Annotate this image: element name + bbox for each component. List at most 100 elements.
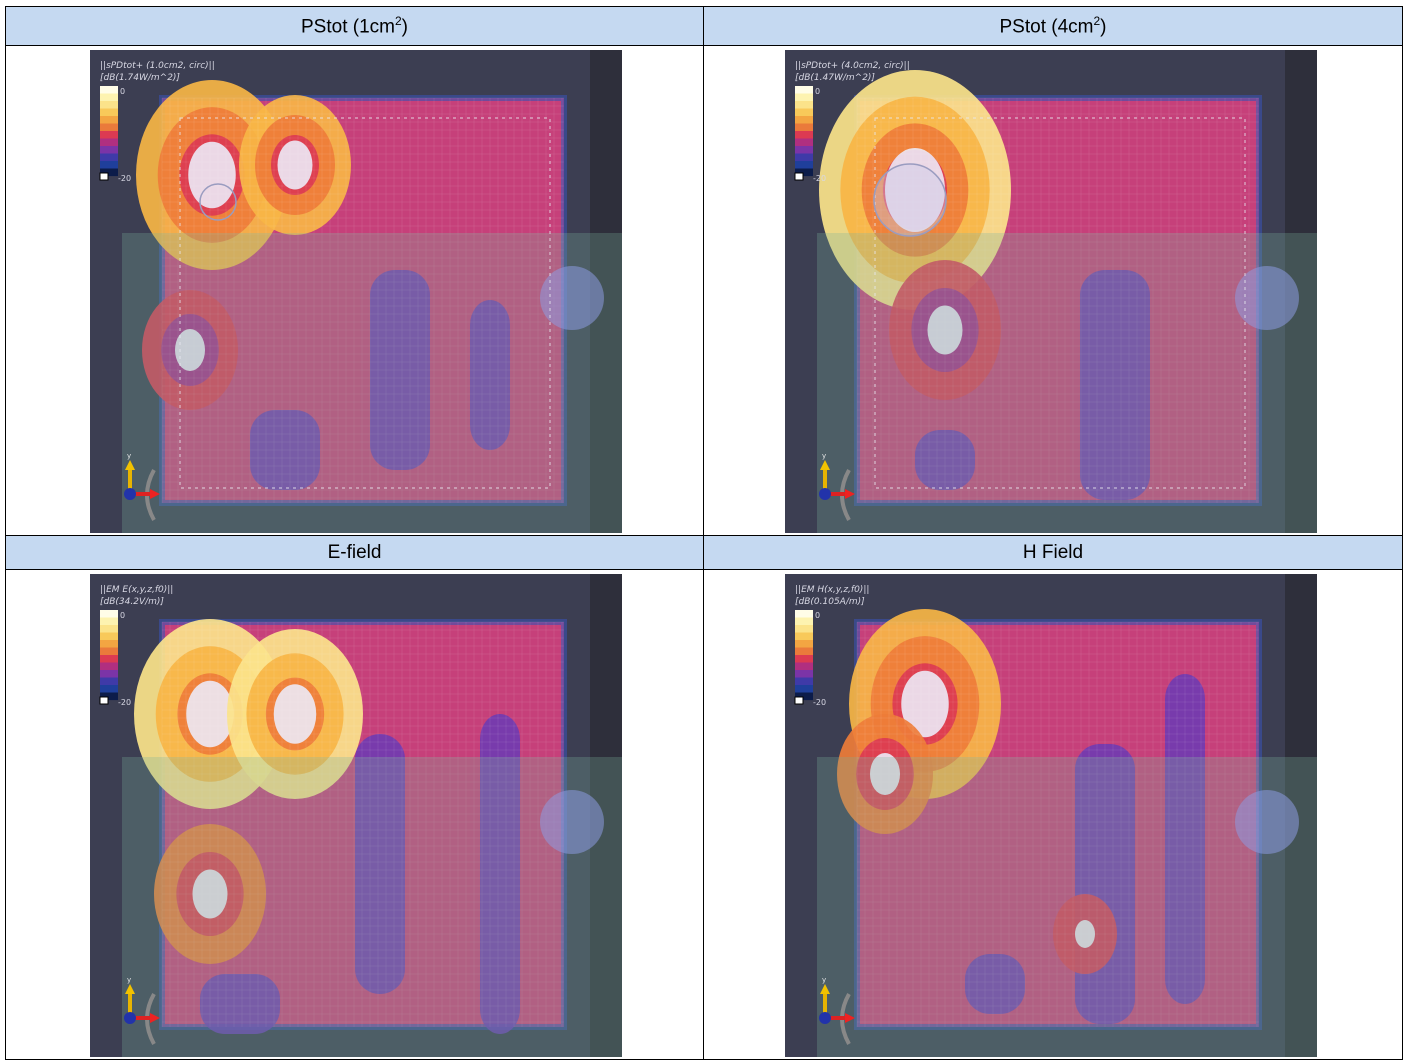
color-scale-step bbox=[795, 625, 813, 633]
color-scale-step bbox=[100, 93, 118, 102]
color-scale-step bbox=[100, 640, 118, 648]
header-text: E-field bbox=[327, 541, 382, 563]
color-scale-step bbox=[100, 610, 118, 618]
header-text: PStot (1cm bbox=[301, 16, 395, 38]
color-scale-step bbox=[100, 625, 118, 633]
color-scale bbox=[794, 610, 813, 705]
header-superscript: 2 bbox=[1093, 13, 1101, 28]
color-scale-step bbox=[100, 692, 118, 701]
hotspot-peak bbox=[885, 148, 945, 232]
plot-pstot-1cm2: ||sPDtot+ (1.0cm2, circ)|| [dB(1.74W/m^2)… bbox=[90, 50, 622, 533]
color-scale-step bbox=[100, 655, 118, 663]
color-scale-step bbox=[100, 86, 118, 94]
color-scale-step bbox=[795, 677, 813, 686]
svg-text:y: y bbox=[127, 976, 131, 984]
cell-e-field: ||EM E(x,y,z,f0)|| [dB(34.2V/m)] 0 -20 y bbox=[5, 569, 704, 1060]
color-scale-step bbox=[100, 647, 118, 656]
axis-triad-icon: y bbox=[124, 976, 160, 1045]
hotspot-peak bbox=[192, 869, 228, 919]
cell-pstot-1cm2: ||sPDtot+ (1.0cm2, circ)|| [dB(1.74W/m^2)… bbox=[5, 45, 704, 536]
quantity-label: ||EM E(x,y,z,f0)|| bbox=[100, 585, 173, 595]
color-scale-step bbox=[795, 116, 813, 124]
color-scale-step bbox=[100, 153, 118, 162]
field-map-svg: ||EM E(x,y,z,f0)|| [dB(34.2V/m)] 0 -20 y bbox=[99, 574, 622, 1057]
device-overlay bbox=[122, 233, 622, 533]
header-text: PStot (4cm bbox=[999, 16, 1094, 38]
hotspot-peak bbox=[901, 670, 949, 738]
color-scale-step bbox=[795, 662, 813, 671]
averaging-boundary bbox=[179, 117, 551, 489]
color-scale-step bbox=[795, 692, 813, 701]
field-map-svg: ||EM H(x,y,z,f0)|| [dB(0.105A/m)] 0 -20 y bbox=[794, 574, 1317, 1057]
color-scale-step bbox=[100, 146, 118, 154]
device-overlay bbox=[817, 233, 1317, 533]
header-superscript: 2 bbox=[394, 13, 402, 28]
color-scale-step bbox=[795, 161, 813, 169]
quantity-label: ||EM H(x,y,z,f0)|| bbox=[795, 585, 869, 595]
averaging-boundary bbox=[874, 117, 1246, 489]
hotspot-peak bbox=[273, 684, 317, 744]
axis-triad-icon: y bbox=[819, 976, 855, 1045]
color-scale-step bbox=[100, 101, 118, 109]
scale-max-label: 0 bbox=[815, 87, 820, 96]
hotspot-peak bbox=[186, 680, 234, 748]
scale-settings-icon bbox=[99, 172, 109, 181]
plot-e-field: ||EM E(x,y,z,f0)|| [dB(34.2V/m)] 0 -20 y bbox=[90, 574, 622, 1057]
svg-text:y: y bbox=[127, 452, 131, 460]
scale-min-label: -20 bbox=[118, 698, 131, 707]
low-field-region bbox=[370, 270, 430, 470]
hotspot-peak bbox=[1075, 920, 1095, 948]
probe-marker bbox=[1235, 790, 1299, 854]
color-scale-step bbox=[100, 168, 118, 177]
scale-min-label: -20 bbox=[118, 174, 131, 183]
low-field-region bbox=[965, 954, 1025, 1014]
plot-h-field: ||EM H(x,y,z,f0)|| [dB(0.105A/m)] 0 -20 y bbox=[785, 574, 1317, 1057]
cell-h-field: ||EM H(x,y,z,f0)|| [dB(0.105A/m)] 0 -20 y bbox=[703, 569, 1403, 1060]
quantity-label: ||sPDtot+ (4.0cm2, circ)|| bbox=[795, 61, 910, 71]
plot-pstot-4cm2: ||sPDtot+ (4.0cm2, circ)|| [dB(1.47W/m^2)… bbox=[785, 50, 1317, 533]
low-field-region bbox=[1080, 270, 1150, 500]
low-field-region bbox=[200, 974, 280, 1034]
figure-table: PStot (1cm2) PStot (4cm2) ||sPDtot+ (1.0… bbox=[5, 6, 1403, 1060]
scale-min-label: -20 bbox=[813, 698, 826, 707]
color-scale-step bbox=[100, 138, 118, 147]
color-scale-step bbox=[795, 647, 813, 656]
header-pstot-4cm2: PStot (4cm2) bbox=[703, 6, 1403, 46]
field-map-svg: ||sPDtot+ (4.0cm2, circ)|| [dB(1.47W/m^2)… bbox=[794, 50, 1317, 533]
color-scale-step bbox=[795, 632, 813, 641]
low-field-region bbox=[1165, 674, 1205, 1004]
color-scale-step bbox=[100, 685, 118, 693]
probe-marker bbox=[540, 266, 604, 330]
color-scale-step bbox=[100, 617, 118, 626]
color-scale bbox=[99, 610, 118, 705]
color-scale-step bbox=[100, 123, 118, 132]
low-field-region bbox=[915, 430, 975, 490]
color-scale-step bbox=[795, 168, 813, 177]
color-scale-step bbox=[795, 86, 813, 94]
unit-label: [dB(0.105A/m)] bbox=[795, 597, 865, 607]
scale-settings-icon bbox=[794, 172, 804, 181]
scale-max-label: 0 bbox=[120, 611, 125, 620]
quantity-label: ||sPDtot+ (1.0cm2, circ)|| bbox=[100, 61, 215, 71]
color-scale-step bbox=[795, 101, 813, 109]
axis-triad-icon: y bbox=[819, 452, 855, 521]
color-scale bbox=[794, 86, 813, 181]
hotspot-peak bbox=[188, 141, 236, 209]
color-scale-step bbox=[100, 161, 118, 169]
color-scale-step bbox=[100, 677, 118, 686]
color-scale-step bbox=[795, 93, 813, 102]
low-field-region bbox=[470, 300, 510, 450]
device-overlay bbox=[122, 757, 622, 1057]
color-scale-step bbox=[795, 108, 813, 117]
unit-label: [dB(1.47W/m^2)] bbox=[795, 73, 875, 83]
svg-text:y: y bbox=[822, 452, 826, 460]
scale-settings-icon bbox=[99, 696, 109, 705]
scale-max-label: 0 bbox=[815, 611, 820, 620]
header-h-field: H Field bbox=[703, 535, 1403, 570]
hotspot-peak bbox=[927, 305, 963, 355]
hotspot-peak bbox=[175, 329, 205, 371]
scale-max-label: 0 bbox=[120, 87, 125, 96]
color-scale-step bbox=[100, 670, 118, 678]
hotspot-peak bbox=[277, 140, 313, 190]
scale-min-label: -20 bbox=[813, 174, 826, 183]
